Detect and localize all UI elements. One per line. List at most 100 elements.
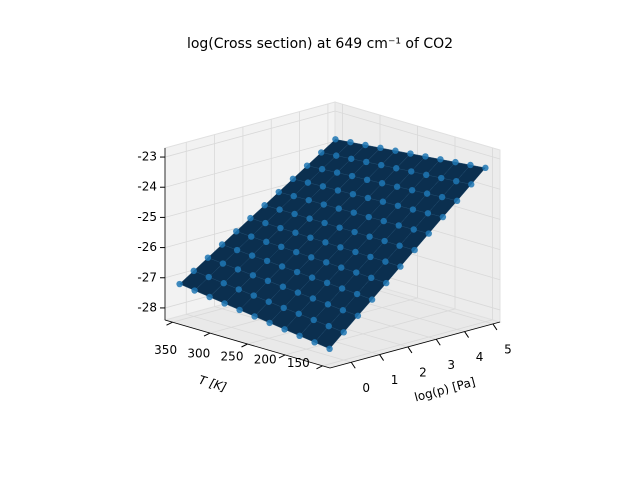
- data-point: [326, 345, 333, 353]
- data-point: [263, 257, 271, 265]
- data-point: [411, 246, 418, 254]
- data-point: [296, 332, 303, 340]
- data-point: [293, 268, 301, 276]
- data-point: [220, 280, 227, 287]
- data-point: [438, 174, 445, 182]
- data-point: [191, 287, 198, 294]
- z-tick-label: -25: [137, 210, 157, 224]
- data-point: [306, 215, 313, 222]
- data-point: [292, 229, 299, 236]
- chart-title: log(Cross section) at 649 cm⁻¹ of CO2: [187, 36, 453, 52]
- data-point: [349, 190, 357, 198]
- data-point: [340, 329, 347, 336]
- data-point: [424, 210, 432, 217]
- data-point: [336, 224, 343, 231]
- data-point: [379, 198, 387, 205]
- data-point: [278, 243, 285, 251]
- data-point: [452, 158, 459, 166]
- data-point: [265, 298, 272, 305]
- data-point: [362, 141, 369, 149]
- data-point: [304, 179, 312, 186]
- data-point: [248, 233, 255, 240]
- data-point: [395, 222, 402, 229]
- x-tick-label: 0: [362, 381, 370, 395]
- data-point: [393, 183, 401, 190]
- x-tick-label: 2: [419, 365, 427, 379]
- data-point: [311, 339, 318, 346]
- x-tick: [350, 361, 356, 369]
- z-tick-label: -24: [137, 180, 157, 194]
- y-tick: [241, 343, 248, 348]
- data-point: [368, 296, 376, 303]
- data-point: [439, 213, 447, 221]
- data-point: [280, 304, 287, 312]
- data-point: [407, 150, 414, 157]
- data-point: [308, 274, 316, 281]
- data-point: [425, 230, 432, 237]
- data-point: [410, 226, 417, 233]
- data-point: [233, 246, 241, 254]
- grid-line: [322, 147, 493, 367]
- data-point: [219, 260, 227, 267]
- x-tick-label: 1: [391, 373, 399, 387]
- data-point: [333, 152, 340, 159]
- data-point: [277, 224, 284, 232]
- x-tick: [435, 338, 441, 346]
- y-tick-label: 150: [287, 356, 310, 370]
- data-point: [393, 165, 400, 172]
- data-point: [310, 316, 317, 324]
- data-point: [339, 307, 347, 314]
- data-point: [378, 161, 385, 169]
- data-point: [332, 136, 339, 143]
- x-axis: [329, 321, 501, 369]
- y-tick: [203, 332, 211, 337]
- data-point: [408, 186, 416, 194]
- data-point: [363, 176, 371, 184]
- x-tick: [464, 331, 469, 338]
- data-point: [303, 162, 311, 169]
- data-point: [365, 213, 372, 221]
- x-tick-label: 3: [447, 358, 455, 372]
- data-point: [324, 301, 332, 308]
- data-point: [338, 264, 345, 271]
- data-point: [394, 202, 402, 209]
- data-point: [347, 138, 354, 146]
- data-point: [377, 144, 384, 152]
- data-point: [247, 214, 254, 222]
- data-point: [397, 263, 404, 270]
- z-tick-label: -23: [137, 150, 157, 164]
- z-tick-label: -26: [137, 240, 157, 254]
- data-point: [248, 252, 256, 259]
- data-point: [363, 158, 370, 166]
- data-point: [233, 228, 240, 235]
- grid-line: [185, 142, 352, 363]
- data-point: [323, 259, 330, 266]
- y-tick: [166, 321, 173, 326]
- data-point: [438, 193, 446, 201]
- data-point: [335, 205, 342, 212]
- y-tick-label: 300: [187, 346, 210, 360]
- x-tick: [407, 346, 413, 354]
- data-point: [437, 156, 444, 163]
- z-tick-label: -27: [137, 270, 157, 284]
- data-point: [396, 242, 403, 249]
- x-tick: [379, 354, 384, 361]
- data-point: [291, 210, 298, 218]
- data-point: [249, 272, 257, 279]
- data-point: [409, 206, 417, 213]
- data-point: [368, 274, 375, 282]
- data-point: [350, 209, 357, 216]
- y-tick-label: 200: [254, 353, 277, 367]
- data-point: [262, 219, 269, 227]
- data-point: [293, 248, 300, 256]
- data-point: [325, 322, 332, 330]
- data-point: [204, 254, 212, 261]
- x-tick-label: 4: [476, 350, 484, 364]
- data-point: [294, 289, 302, 296]
- data-point: [353, 290, 361, 298]
- data-point: [318, 149, 325, 156]
- data-point: [281, 326, 288, 333]
- data-point: [308, 254, 315, 261]
- data-point: [250, 292, 257, 299]
